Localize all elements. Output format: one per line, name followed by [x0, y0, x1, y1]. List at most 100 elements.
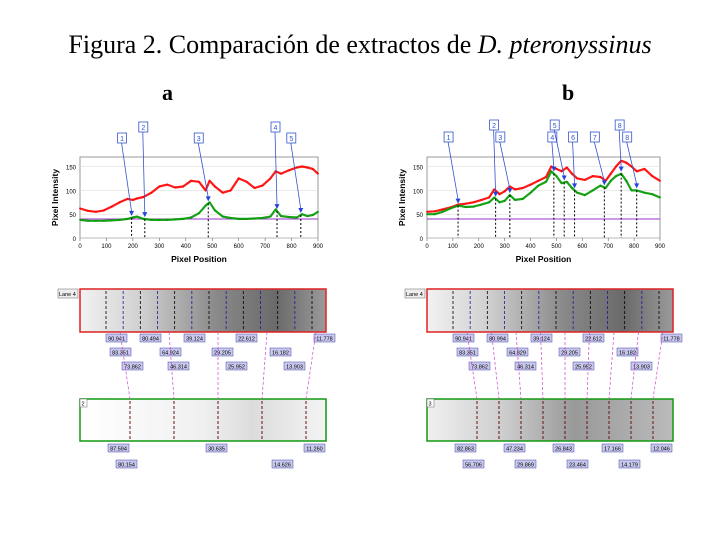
panel-b-peak-label: 6 [571, 135, 575, 142]
panel-b-series-1-point [550, 170, 553, 173]
panel-a-x-tick-label: 500 [207, 244, 218, 250]
panel-b-gel-top-lane [426, 288, 674, 333]
panel-a-y-tick-label: 150 [66, 166, 77, 172]
panel-a-series-0-point [213, 185, 216, 188]
panel-a-series-0-point [126, 198, 129, 200]
panel-a-lane-connector [119, 331, 131, 400]
panel-b-series-1-point [643, 191, 646, 194]
panel-a-gel-bottom-lane-tag [79, 398, 88, 408]
panel-a-gel-top-value: 11.778 [316, 336, 332, 342]
panel-b-series-1-point [604, 187, 607, 189]
panel-b-gel-bottom-value-a: 47.234 [506, 446, 523, 452]
panel-a-gel-bottom-lane-label: 2 [82, 402, 85, 408]
panel-a-series-0-point [253, 187, 256, 189]
panel-b-x-tick-label: 800 [629, 244, 640, 250]
panel-b-series-0-point [615, 165, 617, 168]
panel-b-series-1-point [599, 184, 602, 187]
panel-a-gel-bottom-value-a-box [303, 443, 326, 453]
panel-b-peak-label: 8 [618, 123, 622, 130]
panel-a-peak-label: 4 [274, 125, 278, 132]
panel-a-gel-top-value: 22.612 [238, 336, 255, 342]
panel-b-gel-top-value: 90.941 [455, 336, 472, 342]
panel-b-series-0-point [488, 196, 491, 199]
panel-b-series-1-point [514, 198, 516, 201]
panel-a-series-0-point [280, 172, 282, 175]
panel-a-gel-bottom-value-a: 87.594 [110, 446, 127, 452]
panel-a-x-tick-label: 600 [234, 244, 245, 250]
panel-a-series-1-point [126, 218, 129, 220]
panel-a-series-0-point [204, 189, 207, 192]
panel-b-peak-arrow [601, 180, 607, 186]
panel-a-series-0-point [174, 186, 177, 189]
panel-a-gel-low-value: 46.314 [170, 364, 187, 370]
panel-b-gel-bottom-value-b: 23.464 [569, 462, 586, 468]
panel-b-series-1-point [521, 198, 524, 200]
panel-a-series-1-point [208, 201, 211, 204]
panel-a-peak-arrow [142, 212, 148, 218]
panel-a-gel-mid-value-box [269, 347, 292, 357]
panel-a-gel-mid-value-box [211, 347, 234, 357]
panel-b-peak-label: 5 [553, 123, 557, 130]
panel-b-series-0-point [514, 188, 516, 191]
panel-a-gel-bottom-value-b: 80.154 [118, 462, 135, 468]
panel-a-series-1-point [288, 216, 290, 218]
panel-b-gel-top-value-box [530, 333, 553, 343]
panel-a-peak-label: 1 [120, 136, 124, 143]
panel-a-gel-bottom-value-b-box [271, 459, 294, 469]
panel-b-series-0-point [426, 210, 428, 213]
figure-title: Figura 2. Comparación de extractos de D.… [0, 30, 720, 60]
panel-b-series-1-point [449, 207, 452, 210]
panel-a-series-1-point [261, 217, 264, 219]
panel-a-series-0-point [158, 185, 161, 188]
panel-a-series-0-point [142, 196, 145, 198]
panel-b-gel-mid-value-box [616, 347, 639, 357]
panel-a-peak-arrow [205, 196, 211, 202]
panel-b-series-1-point [426, 213, 428, 216]
panel-b-series-0-point [464, 202, 467, 205]
panel-a-x-tick-label: 800 [287, 244, 298, 250]
panel-a-series-1-point [295, 216, 298, 219]
panel-a-series-1-point [166, 218, 169, 221]
panel-b-series-1-point [560, 182, 563, 185]
panel-a-x-tick-label: 0 [78, 244, 82, 250]
panel-a-gel-mid-value: 29.205 [214, 350, 231, 356]
panel-a-series-1-point [245, 218, 248, 220]
panel-b-gel-bottom-value-b-box [566, 459, 589, 469]
panel-b-lane-connector [466, 331, 478, 400]
panel-b-gel-bottom-value-a: 17.166 [604, 446, 621, 452]
panel-b-series-0-point [537, 179, 540, 182]
panel-a-x-tick-label: 100 [101, 244, 112, 250]
panel-b-gel-bottom-value-b-box [462, 459, 485, 469]
panel-a-series-0-point [182, 185, 185, 188]
panel-b-gel-bottom-lane [426, 398, 674, 442]
panel-b-series-1-point [441, 210, 444, 213]
panel-b-series-1-point [433, 213, 436, 216]
panel-a-gel-bottom-value-b: 14.626 [274, 462, 291, 468]
panel-b-series-0-point [545, 176, 547, 178]
panel-a-series-1-point [269, 215, 272, 218]
panel-a-x-tick-label: 400 [181, 244, 192, 250]
panel-b-gel-top-value: 11.778 [663, 336, 679, 342]
panel-a-series-0-point [198, 180, 200, 183]
panel-b-gel-bottom-value-a-box [503, 443, 526, 453]
panel-a-series-1-point [301, 213, 304, 216]
panel-b-lane-connector [491, 331, 500, 400]
panel-a-series-0-point [131, 198, 134, 201]
panel-b-series-1-point [498, 201, 501, 204]
panel-a-series-0-point [229, 189, 232, 192]
panel-a-peak-label: 5 [289, 136, 293, 143]
panel-b-series-0-point [529, 183, 532, 186]
panel-a-series-0-point [306, 166, 309, 169]
panel-a-series-1-point [158, 218, 161, 221]
panel-b-lane-connector [652, 331, 664, 400]
panel-a-series-0-point [301, 165, 304, 168]
panel-b-peak-arrow [634, 183, 640, 189]
panel-b-y-tick-label: 0 [420, 237, 424, 243]
panel-b-series-1-point [555, 175, 558, 177]
panel-b-peak-leader [626, 141, 638, 185]
panel-a-series-1-point [135, 215, 138, 218]
panel-a-gel-bottom-lane [79, 398, 327, 442]
panel-b-series-1-point [480, 203, 483, 206]
panel-b-lane-connector [515, 331, 522, 400]
panel-a-series-0-point [269, 177, 272, 180]
